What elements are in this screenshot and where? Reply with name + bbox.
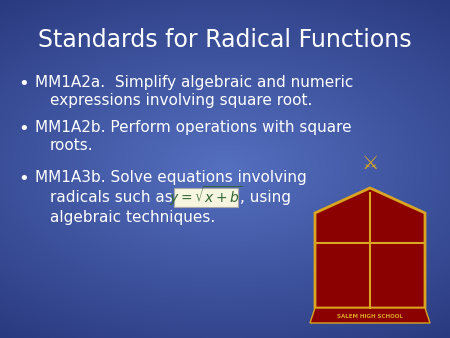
Text: ⚔: ⚔ xyxy=(361,153,379,172)
Text: MM1A2a.  Simplify algebraic and numeric: MM1A2a. Simplify algebraic and numeric xyxy=(35,75,353,90)
Polygon shape xyxy=(315,188,425,308)
Text: •: • xyxy=(18,75,29,93)
Text: SALEM HIGH SCHOOL: SALEM HIGH SCHOOL xyxy=(337,314,403,318)
Text: roots.: roots. xyxy=(50,138,94,153)
Text: $y=\sqrt{x+b}$: $y=\sqrt{x+b}$ xyxy=(169,185,243,209)
Text: radicals such as: radicals such as xyxy=(50,190,173,205)
FancyBboxPatch shape xyxy=(174,188,238,207)
Text: , using: , using xyxy=(240,190,291,205)
Polygon shape xyxy=(310,308,430,323)
Text: algebraic techniques.: algebraic techniques. xyxy=(50,210,215,225)
Text: MM1A2b. Perform operations with square: MM1A2b. Perform operations with square xyxy=(35,120,351,135)
Text: •: • xyxy=(18,120,29,138)
Text: •: • xyxy=(18,170,29,188)
Text: MM1A3b. Solve equations involving: MM1A3b. Solve equations involving xyxy=(35,170,307,185)
Text: expressions involving square root.: expressions involving square root. xyxy=(50,93,312,108)
Text: Standards for Radical Functions: Standards for Radical Functions xyxy=(38,28,412,52)
